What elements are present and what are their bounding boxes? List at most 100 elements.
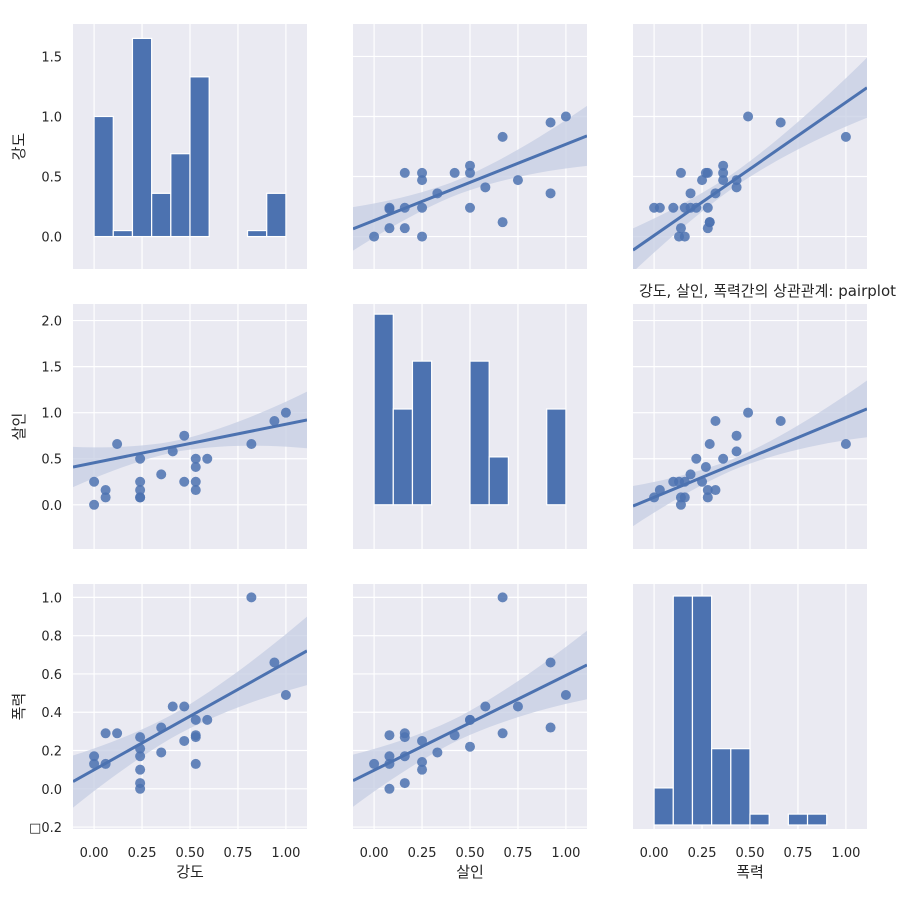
scatter-point — [449, 730, 460, 741]
scatter-point — [190, 453, 201, 464]
scatter-point — [190, 462, 201, 473]
regression-line — [633, 86, 867, 252]
scatter-point — [269, 657, 280, 668]
scatter-point — [432, 747, 443, 758]
scatter-point — [465, 202, 475, 213]
x-tick-label: 0.25 — [408, 846, 437, 861]
hist-bar-살인 — [392, 408, 414, 506]
confidence-band — [353, 105, 587, 251]
hist-bar-살인 — [411, 360, 433, 506]
x-axis-label: 폭력 — [736, 863, 764, 881]
scatter-point — [135, 453, 146, 464]
scatter-point — [675, 167, 686, 178]
scatter-point — [156, 469, 167, 480]
scatter-point — [417, 757, 428, 768]
scatter-point — [190, 476, 201, 487]
scatter-point — [156, 722, 167, 733]
x-tick-label: 0.75 — [503, 846, 532, 861]
scatter-point — [135, 778, 146, 789]
scatter-point — [560, 111, 571, 122]
hist-bar-강도 — [151, 192, 172, 238]
y-tick-label: 1.5 — [41, 50, 62, 65]
scatter-point — [89, 499, 100, 510]
scatter-point — [417, 764, 428, 775]
scatter-point — [654, 202, 665, 213]
hist-bar-폭력 — [672, 595, 694, 826]
hist-bar-폭력 — [653, 787, 674, 826]
scatter-point — [384, 758, 395, 769]
scatter-point — [179, 430, 190, 441]
hist-bar-강도 — [246, 229, 268, 238]
hist-bar-강도 — [170, 153, 191, 238]
hist-bar-폭력 — [749, 813, 770, 826]
scatter-point — [654, 485, 665, 496]
scatter-point — [731, 182, 742, 193]
hist-bar-강도 — [112, 229, 134, 238]
x-tick-label: 0.50 — [176, 846, 205, 861]
scatter-point — [135, 492, 146, 503]
x-tick-label: 0.25 — [688, 846, 717, 861]
scatter-point — [679, 476, 690, 487]
hist-bar-폭력 — [730, 748, 751, 826]
scatter-point — [246, 592, 257, 603]
regression-line — [73, 418, 307, 469]
scatter-point — [89, 758, 100, 769]
y-tick-label: □0.2 — [29, 821, 62, 836]
scatter-point — [190, 758, 201, 769]
scatter-point — [369, 231, 380, 242]
x-tick-label: 1.00 — [831, 846, 860, 861]
scatter-point — [840, 439, 851, 449]
scatter-point — [731, 446, 742, 457]
scatter-point — [480, 182, 491, 193]
y-tick-label: 0.5 — [41, 171, 62, 186]
scatter-point — [512, 701, 523, 712]
scatter-point — [743, 111, 754, 122]
scatter-point — [718, 167, 729, 178]
scatter-point — [399, 728, 410, 739]
y-tick-label: 0.8 — [41, 630, 62, 645]
scatter-point — [497, 592, 508, 603]
scatter-point — [731, 175, 742, 186]
scatter-point — [190, 714, 201, 725]
confidence-band — [633, 380, 867, 527]
y-axis-label: 살인 — [10, 413, 28, 441]
scatter-point — [417, 735, 428, 746]
scatter-point — [399, 751, 410, 762]
scatter-point — [202, 714, 213, 725]
scatter-point — [417, 231, 428, 242]
scatter-point — [399, 167, 410, 178]
scatter-point — [167, 701, 178, 712]
scatter-point — [156, 747, 167, 758]
x-tick-label: 0.50 — [736, 846, 765, 861]
scatter-point — [179, 701, 190, 712]
scatter-point — [135, 485, 146, 496]
scatter-point — [179, 735, 190, 746]
scatter-point — [417, 167, 428, 178]
scatter-point — [560, 690, 571, 701]
scatter-point — [497, 217, 508, 228]
x-tick-label: 0.75 — [223, 846, 252, 861]
scatter-point — [649, 492, 660, 503]
scatter-point — [384, 223, 395, 234]
scatter-point — [417, 202, 428, 213]
scatter-point — [190, 485, 201, 496]
scatter-point — [135, 751, 146, 762]
hist-bar-살인 — [373, 313, 394, 506]
scatter-point — [675, 223, 686, 234]
hist-bar-강도 — [266, 192, 287, 238]
scatter-point — [280, 690, 291, 701]
scatter-point — [685, 469, 696, 480]
scatter-point — [384, 202, 395, 213]
scatter-point — [545, 117, 556, 128]
scatter-point — [384, 730, 395, 741]
scatter-point — [840, 131, 851, 142]
scatter-point — [465, 160, 475, 171]
scatter-point — [465, 741, 475, 752]
scatter-point — [679, 492, 690, 503]
scatter-point — [743, 407, 754, 418]
hist-bar-강도 — [131, 37, 153, 238]
scatter-point — [704, 439, 715, 449]
y-tick-label: 0.2 — [41, 745, 62, 760]
scatter-point — [190, 732, 201, 743]
